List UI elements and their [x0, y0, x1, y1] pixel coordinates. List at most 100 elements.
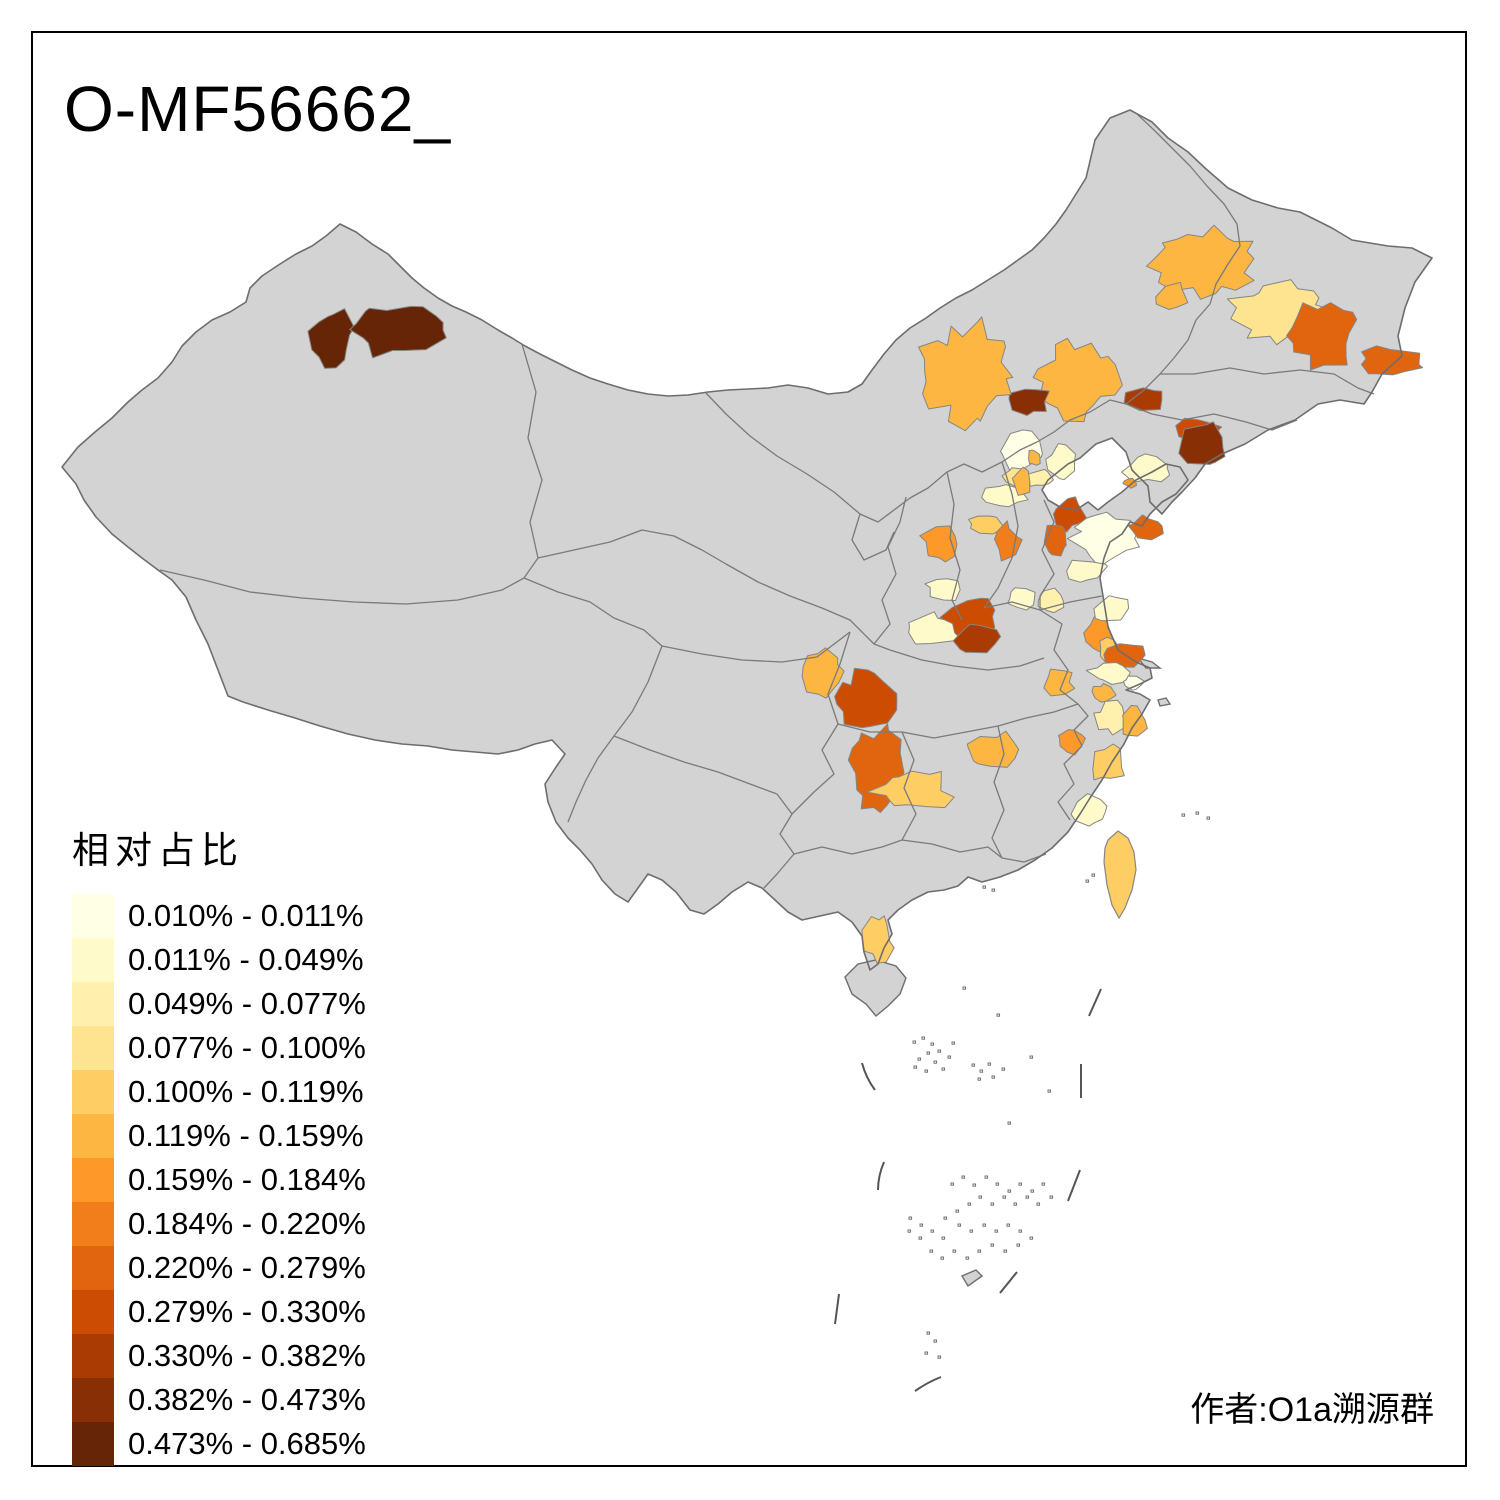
map-region	[1045, 443, 1076, 481]
island	[1157, 697, 1172, 707]
province-border	[1160, 367, 1375, 395]
island-speck	[941, 1067, 946, 1071]
map-region	[1361, 345, 1424, 376]
island-speck	[955, 1209, 960, 1213]
sea-boundary-dash	[1067, 1169, 1081, 1202]
legend-swatch	[72, 1202, 114, 1246]
island-speck	[990, 1243, 995, 1247]
island-speck	[1025, 1195, 1030, 1199]
island-speck	[1006, 1223, 1011, 1227]
map-region	[307, 308, 355, 369]
legend-item: 0.184% - 0.220%	[72, 1202, 366, 1246]
legend-item: 0.159% - 0.184%	[72, 1158, 366, 1202]
island-speck	[961, 1175, 966, 1179]
legend-swatch	[72, 1290, 114, 1334]
island-speck	[1036, 1202, 1041, 1206]
sea-boundary-dash	[999, 1271, 1018, 1294]
map-region	[349, 305, 447, 359]
legend-rows: 0.010% - 0.011% 0.011% - 0.049% 0.049% - 0…	[72, 894, 366, 1466]
island-speck	[969, 1229, 974, 1233]
legend-swatch	[72, 1114, 114, 1158]
island-speck	[918, 1236, 923, 1240]
island	[844, 959, 907, 1017]
island-speck	[982, 885, 987, 889]
legend-swatch	[72, 894, 114, 938]
island-speck	[1085, 879, 1090, 883]
island-speck	[933, 1060, 938, 1064]
legend-label: 0.382% - 0.473%	[128, 1382, 366, 1417]
province-border	[523, 577, 663, 647]
island-speck	[950, 1182, 955, 1186]
province-border	[1125, 403, 1298, 431]
province-border	[873, 643, 1045, 671]
island-speck	[951, 1041, 956, 1045]
island-speck	[982, 1223, 987, 1227]
map-region	[994, 520, 1023, 562]
island-speck	[1029, 1236, 1034, 1240]
map-region	[834, 667, 898, 729]
province-border	[1073, 703, 1089, 747]
island-speck	[987, 1062, 992, 1066]
island-speck	[921, 1036, 926, 1040]
legend-swatch	[72, 938, 114, 982]
map-region	[1066, 511, 1140, 565]
legend-swatch	[72, 1026, 114, 1070]
legend-swatch	[72, 1422, 114, 1466]
island-speck	[965, 1256, 970, 1260]
map-region	[1066, 559, 1108, 583]
legend-label: 0.100% - 0.119%	[128, 1074, 364, 1109]
island-speck	[908, 1216, 913, 1220]
map-region	[1122, 477, 1137, 489]
legend-swatch	[72, 1070, 114, 1114]
legend-item: 0.010% - 0.011%	[72, 894, 366, 938]
island-speck	[1003, 1249, 1008, 1253]
island-speck	[1013, 1202, 1018, 1206]
map-region	[924, 578, 961, 601]
island-speck	[1029, 1055, 1034, 1059]
legend-label: 0.049% - 0.077%	[128, 986, 366, 1021]
legend-swatch	[72, 1158, 114, 1202]
legend-item: 0.100% - 0.119%	[72, 1070, 366, 1114]
island-speck	[1195, 811, 1200, 815]
island-speck	[991, 1075, 996, 1079]
island-speck	[1206, 816, 1211, 820]
island-speck	[937, 1049, 942, 1053]
island-speck	[926, 1331, 931, 1335]
island-speck	[1018, 1182, 1023, 1186]
province-border	[705, 392, 861, 515]
map-region	[918, 316, 1014, 432]
island-speck	[971, 1063, 976, 1067]
island-speck	[930, 1042, 935, 1046]
legend-item: 0.473% - 0.685%	[72, 1422, 366, 1466]
island-speck	[930, 1229, 935, 1233]
island-speck	[1030, 1189, 1035, 1193]
island-speck	[913, 1065, 918, 1069]
legend-label: 0.011% - 0.049%	[128, 942, 364, 977]
legend-label: 0.077% - 0.100%	[128, 1030, 366, 1065]
map-region	[1037, 587, 1065, 614]
legend-label: 0.159% - 0.184%	[128, 1162, 366, 1197]
province-border	[725, 563, 875, 645]
island-speck	[912, 1040, 917, 1044]
province-border	[1036, 113, 1241, 443]
province-border	[793, 839, 903, 855]
island-speck	[940, 1256, 945, 1260]
map-region	[908, 611, 963, 645]
province-border	[1039, 609, 1079, 705]
island-speck	[977, 1249, 982, 1253]
legend-item: 0.330% - 0.382%	[72, 1334, 366, 1378]
legend-label: 0.010% - 0.011%	[128, 898, 364, 933]
map-region	[1043, 668, 1076, 697]
island-speck	[1001, 1067, 1006, 1071]
map-region	[1091, 683, 1117, 703]
province-border	[873, 496, 907, 645]
sea-boundary-dash	[877, 1161, 885, 1191]
province-border	[901, 731, 917, 841]
island-speck	[907, 1229, 912, 1233]
province-border	[946, 471, 963, 621]
sea-boundary-dash	[1088, 988, 1102, 1017]
legend-label: 0.220% - 0.279%	[128, 1250, 366, 1285]
legend-label: 0.330% - 0.382%	[128, 1338, 366, 1373]
